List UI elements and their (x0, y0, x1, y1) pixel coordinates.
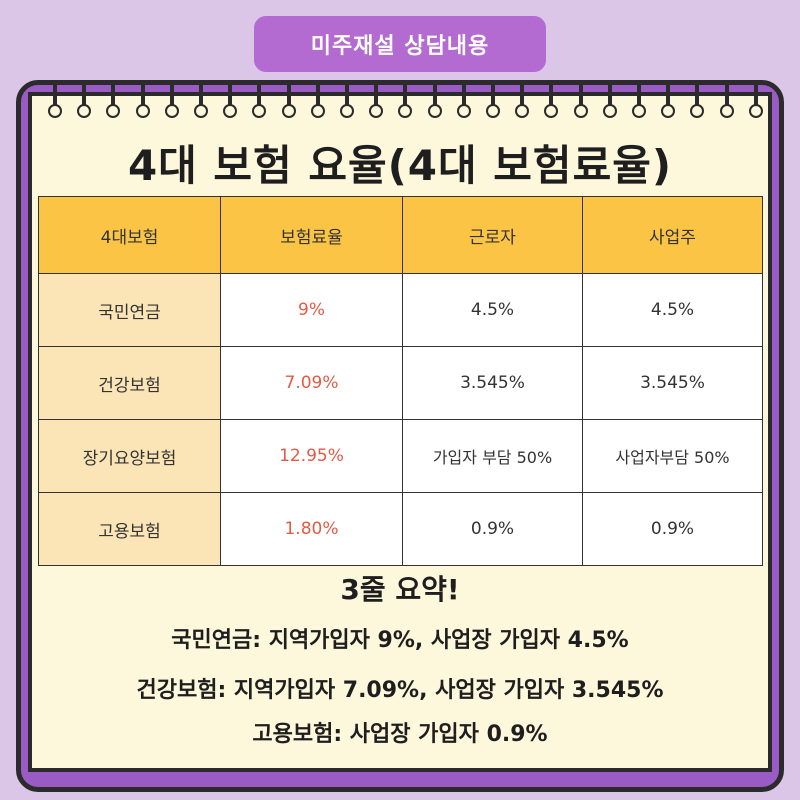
row-name: 국민연금 (38, 273, 221, 347)
binding-ring-icon (748, 84, 763, 120)
binding-ring-icon (77, 84, 92, 120)
binding-ring-icon (369, 84, 384, 120)
employer-cell: 사업자부담 50% (582, 419, 763, 493)
binding-ring-icon (281, 84, 296, 120)
column-header: 4대보험 (38, 196, 221, 274)
employer-cell: 4.5% (582, 273, 763, 347)
binding-ring-icon (252, 84, 267, 120)
binding-ring-icon (164, 84, 179, 120)
binding-ring-icon (690, 84, 705, 120)
binding-ring-icon (223, 84, 238, 120)
row-name: 장기요양보험 (38, 419, 221, 493)
binding-ring-icon (515, 84, 530, 120)
page-title: 4대 보험 요율(4대 보험료율) (127, 141, 673, 190)
worker-cell: 가입자 부담 50% (402, 419, 583, 493)
binding-ring-icon (573, 84, 588, 120)
binding-ring-icon (486, 84, 500, 120)
binding-ring-icon (310, 84, 325, 120)
binding-ring-icon (106, 84, 121, 120)
binding-ring-icon (602, 84, 617, 120)
binding-ring-icon (427, 84, 442, 120)
rate-cell: 9% (220, 273, 403, 347)
spiral-binding (34, 84, 766, 124)
binding-ring-icon (340, 84, 354, 120)
binding-ring-icon (661, 84, 676, 120)
header-badge: 미주재설 상담내용 (254, 16, 546, 72)
worker-cell: 3.545% (402, 346, 583, 420)
row-name: 건강보험 (38, 346, 221, 420)
rate-cell: 1.80% (220, 492, 403, 566)
binding-ring-icon (135, 84, 150, 120)
summary-line: 건강보험: 지역가입자 7.09%, 사업장 가입자 3.545% (136, 678, 664, 703)
employer-cell: 3.545% (582, 346, 763, 420)
worker-cell: 0.9% (402, 492, 583, 566)
binding-ring-icon (544, 84, 559, 120)
binding-ring-icon (719, 84, 734, 120)
table-row: 건강보험 7.09% 3.545% 3.545% (38, 346, 763, 420)
column-header: 보험료율 (220, 196, 403, 274)
insurance-rate-table: 4대보험 보험료율 근로자 사업주 국민연금 9% 4.5% 4.5% 건강보험… (38, 196, 763, 566)
binding-ring-icon (48, 84, 62, 120)
summary-line: 고용보험: 사업장 가입자 0.9% (252, 722, 548, 747)
summary-line: 국민연금: 지역가입자 9%, 사업장 가입자 4.5% (171, 628, 629, 653)
binding-ring-icon (456, 84, 471, 120)
binding-ring-icon (194, 84, 208, 120)
rate-cell: 12.95% (220, 419, 403, 493)
worker-cell: 4.5% (402, 273, 583, 347)
table-row: 장기요양보험 12.95% 가입자 부담 50% 사업자부담 50% (38, 419, 763, 493)
table-row: 국민연금 9% 4.5% 4.5% (38, 273, 763, 347)
binding-ring-icon (398, 84, 413, 120)
rate-cell: 7.09% (220, 346, 403, 420)
employer-cell: 0.9% (582, 492, 763, 566)
summary-title: 3줄 요약! (340, 573, 460, 606)
column-header: 근로자 (402, 196, 583, 274)
row-name: 고용보험 (38, 492, 221, 566)
table-row: 고용보험 1.80% 0.9% 0.9% (38, 492, 763, 566)
binding-ring-icon (632, 84, 646, 120)
column-header: 사업주 (582, 196, 763, 274)
table-header-row: 4대보험 보험료율 근로자 사업주 (38, 196, 763, 274)
